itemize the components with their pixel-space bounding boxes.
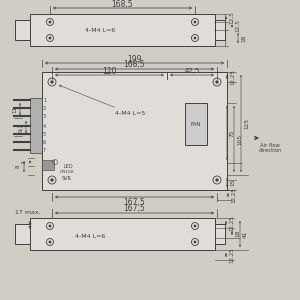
Text: 167,5: 167,5: [124, 197, 146, 206]
Text: 75: 75: [230, 129, 235, 137]
Text: 168,5: 168,5: [112, 0, 133, 8]
Text: 12,5: 12,5: [235, 20, 240, 32]
Text: 199: 199: [127, 55, 142, 64]
Bar: [215, 224, 225, 244]
Text: 167,5: 167,5: [124, 205, 146, 214]
Text: 5: 5: [43, 131, 46, 136]
Text: 4: 4: [43, 124, 46, 128]
Text: LED: LED: [63, 164, 73, 169]
Bar: [30, 98, 42, 153]
Circle shape: [51, 179, 53, 181]
Text: 2: 2: [43, 106, 46, 110]
Text: 120: 120: [102, 67, 117, 76]
Circle shape: [194, 37, 196, 39]
Text: 2: 2: [22, 160, 27, 164]
Bar: [42, 160, 54, 170]
Text: 12,25: 12,25: [229, 247, 234, 263]
Text: 9,2: 9,2: [18, 122, 23, 132]
Text: 18: 18: [235, 229, 240, 237]
Text: CN100: CN100: [60, 170, 74, 174]
Text: 125: 125: [244, 118, 249, 129]
Text: 105: 105: [237, 134, 242, 145]
Circle shape: [49, 21, 51, 23]
Text: 168,5: 168,5: [124, 61, 145, 70]
Text: 4-M4 L=6: 4-M4 L=6: [75, 233, 105, 238]
Text: 41: 41: [243, 230, 248, 238]
Text: 12,25: 12,25: [230, 69, 235, 85]
Bar: [185, 103, 207, 145]
Text: 12,5: 12,5: [229, 11, 234, 25]
Bar: [30, 14, 215, 46]
Text: SVR: SVR: [62, 176, 72, 181]
Bar: [30, 218, 215, 250]
Circle shape: [194, 241, 196, 243]
Circle shape: [49, 225, 51, 227]
Bar: [42, 72, 227, 190]
Text: 17 max.: 17 max.: [15, 211, 40, 215]
Bar: [215, 20, 225, 40]
Text: 15: 15: [230, 179, 235, 186]
Text: 4-M4 L=5: 4-M4 L=5: [59, 85, 145, 116]
Text: 42,5: 42,5: [184, 68, 200, 74]
Circle shape: [194, 21, 196, 23]
Text: 1: 1: [43, 98, 46, 103]
Text: FAN: FAN: [191, 122, 201, 127]
Text: 12,25: 12,25: [231, 187, 236, 203]
Circle shape: [216, 81, 218, 83]
Bar: [15, 20, 30, 40]
Text: 7: 7: [43, 148, 46, 152]
Circle shape: [49, 37, 51, 39]
Bar: [15, 224, 30, 244]
Circle shape: [49, 241, 51, 243]
Text: 11: 11: [12, 105, 17, 112]
Circle shape: [216, 179, 218, 181]
Circle shape: [51, 81, 53, 83]
Text: 3: 3: [43, 113, 46, 119]
Text: 4-M4 L=6: 4-M4 L=6: [85, 28, 115, 32]
Text: 8: 8: [16, 165, 21, 168]
Circle shape: [194, 225, 196, 227]
Text: 6: 6: [43, 140, 46, 145]
Text: Air flow
direction: Air flow direction: [258, 142, 282, 153]
Text: 12,25: 12,25: [229, 215, 234, 231]
Text: 18: 18: [241, 34, 246, 42]
